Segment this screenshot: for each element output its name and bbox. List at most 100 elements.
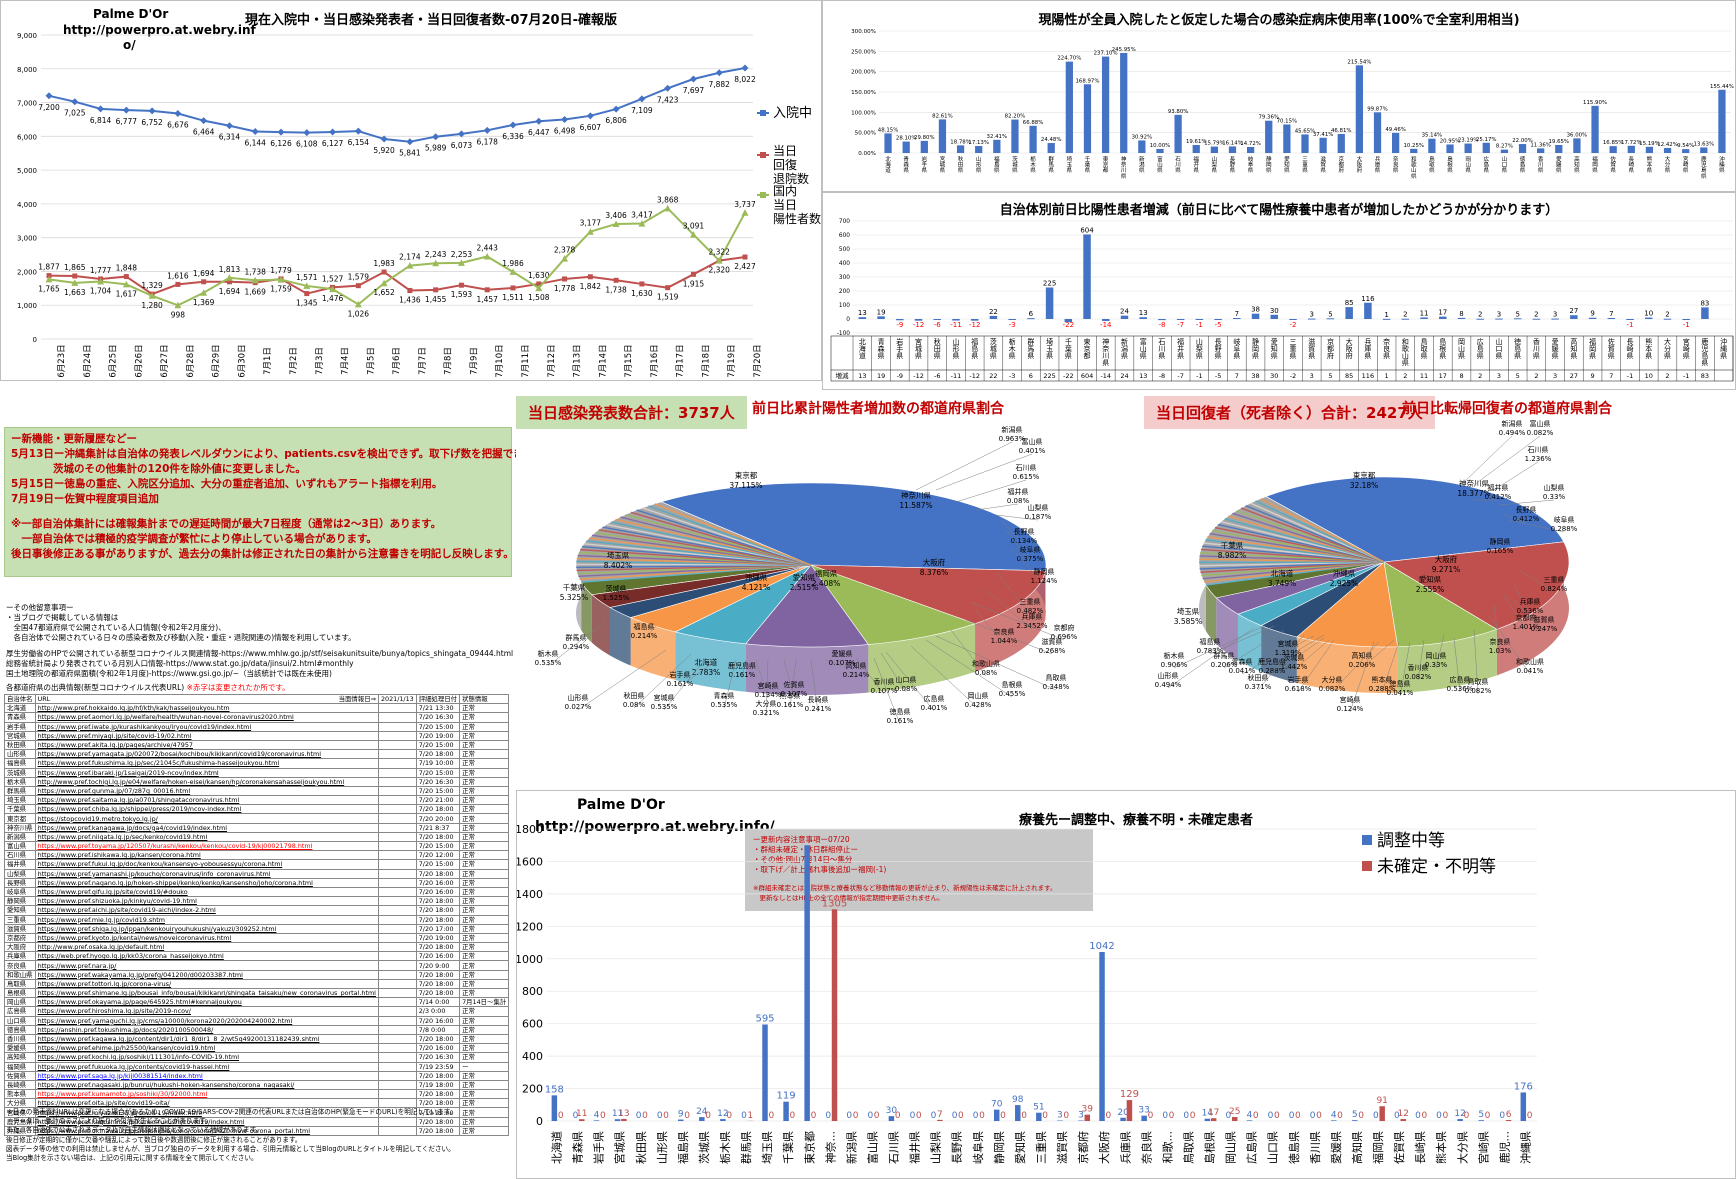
- x-tick-label: 長崎県: [1628, 156, 1634, 174]
- table-cell[interactable]: https://www.pref.ishikawa.lg.jp/kansen/c…: [34, 850, 379, 861]
- x-tick-label: 香川県: [1538, 155, 1544, 174]
- table-cell[interactable]: https://www.pref.fukuoka.lg.jp/contents/…: [34, 1061, 379, 1072]
- table-cell[interactable]: https://www.pref.miyagi.jp/site/covid-19…: [34, 730, 379, 741]
- pie-slice-value: 2.515%: [790, 583, 819, 592]
- table-value-cell: 2: [1534, 372, 1538, 380]
- table-cell[interactable]: https://www.pref.akita.lg.jp/pages/archi…: [34, 739, 379, 751]
- pie-small-value: 0.371%: [1245, 683, 1272, 691]
- table-cell[interactable]: https://www.pref.kagawa.lg.jp/content/di…: [34, 1033, 379, 1045]
- table-cell[interactable]: https://www.pref.toyama.jp/120507/kurash…: [34, 840, 379, 852]
- table-cell[interactable]: https://stopcovid19.metro.tokyo.lg.jp/: [34, 813, 379, 824]
- bar-value-label: 12: [717, 1109, 728, 1119]
- table-cell[interactable]: https://www.pref.gifu.lg.jp/site/covid19…: [34, 886, 379, 898]
- table-cell[interactable]: https://www.pref.shizuoka.jp/kinkyu/covi…: [34, 896, 379, 907]
- x-tick-label: 6月27日: [160, 344, 170, 377]
- data-label: 7,882: [708, 80, 730, 89]
- table-cell: 広島県: [4, 1006, 36, 1017]
- data-point: [225, 122, 233, 130]
- table-cell[interactable]: https://www.pref.nagasaki.jp/bunrui/huku…: [34, 1079, 379, 1091]
- pie-small-label: 佐賀県: [784, 680, 805, 689]
- table-cell[interactable]: https://www.pref.aichi.jp/site/covid19-a…: [34, 905, 379, 916]
- table-cell[interactable]: https://www.pref.okayama.jp/page/645925.…: [34, 997, 379, 1008]
- pie-small-label: 徳島県: [1390, 679, 1411, 688]
- table-value-cell: 11: [1420, 372, 1428, 380]
- bar-value-label: 28.10%: [896, 136, 917, 142]
- bar-value-label: 0: [1310, 1111, 1316, 1121]
- table-cell[interactable]: http://www.pref.osaka.lg.jp/default.html: [34, 942, 379, 953]
- bar: [1270, 314, 1279, 319]
- table-category-label: 茨城県: [990, 337, 997, 360]
- x-tick-label: 三重県: [1302, 156, 1308, 174]
- bar-value-label: 29.80%: [914, 135, 935, 141]
- table-cell[interactable]: https://www.pref.mie.lg.jp/covid19.shtm: [34, 914, 379, 925]
- data-label: 3,868: [657, 195, 679, 204]
- table-cell[interactable]: https://www.pref.nara.jp/: [34, 960, 379, 971]
- table-cell[interactable]: https://www.pref.saga.lg.jp/kiji00381514…: [34, 1070, 379, 1081]
- table-cell[interactable]: https://www.pref.fukushima.lg.jp/sec/210…: [34, 758, 379, 769]
- table-cell[interactable]: https://www.pref.kyoto.jp/kentai/news/no…: [34, 932, 379, 944]
- data-point: [200, 117, 208, 125]
- table-cell[interactable]: https://www.pref.gunma.jp/07/z87g_00016.…: [34, 785, 379, 797]
- table-cell[interactable]: https://www.pref.iwate.jp/kurashikankyou…: [34, 721, 379, 732]
- y-tick-label: 600: [522, 1018, 543, 1031]
- table-category-label: 北海道: [859, 338, 866, 360]
- table-row: 埼玉県 https://www.pref.saitama.lg.jp/a0701/…: [4, 795, 510, 806]
- table-cell[interactable]: https://www.pref.kumamoto.jp/soshiki/30/…: [34, 1089, 379, 1100]
- y-tick-label: 500: [839, 247, 850, 253]
- table-cell[interactable]: https://www.pref.chiba.lg.jp/shippei/pre…: [34, 804, 379, 815]
- table-cell[interactable]: https://www.pref.ibaraki.jp/1saigai/2019…: [34, 767, 379, 778]
- bar-value-label: 13: [618, 1109, 629, 1119]
- table-cell: 福岡県: [4, 1061, 36, 1072]
- table-cell[interactable]: https://www.pref.aomori.lg.jp/welfare/he…: [34, 712, 379, 723]
- table-cell: 7/20 18:00: [415, 1125, 461, 1137]
- table-cell: 兵庫県: [4, 951, 36, 962]
- table-cell[interactable]: http://www.pref.hokkaido.lg.jp/hf/kth/ka…: [34, 703, 379, 714]
- table-cell[interactable]: https://www.pref.shiga.lg.jp/ippan/kenko…: [34, 923, 379, 934]
- table-cell[interactable]: http://www.pref.tochigi.lg.jp/e04/welfar…: [34, 776, 379, 787]
- table-cell: 7/20 16:30: [415, 1052, 461, 1063]
- table-row: 茨城県 https://www.pref.ibaraki.jp/1saigai/2…: [4, 767, 510, 778]
- table-cell[interactable]: https://www.pref.saitama.lg.jp/a0701/shi…: [34, 795, 379, 806]
- table-cell: 埼玉県: [4, 795, 36, 806]
- table-cell[interactable]: https://www.pref.oita.jp/site/covid19-oi…: [34, 1098, 379, 1109]
- table-value-cell: 3: [1310, 372, 1314, 380]
- data-label: 1,280: [141, 301, 163, 310]
- bar-value-label: -1: [1683, 321, 1690, 329]
- table-cell[interactable]: https://www.pref.kanagawa.jp/docs/ga4/co…: [34, 822, 379, 833]
- table-cell[interactable]: https://www.pref.yamagata.jp/020072/bosa…: [34, 749, 379, 760]
- table-cell[interactable]: https://www.pref.yamaguchi.lg.jp/cms/a10…: [34, 1015, 379, 1026]
- pie-small-label: 宮崎県: [758, 681, 779, 690]
- table-cell[interactable]: https://www.pref.okinawa.lg.jp/site/chij…: [34, 1125, 379, 1137]
- table-cell[interactable]: https://anshin.pref.tokushima.jp/docs/20…: [34, 1024, 379, 1035]
- pie-small-label: 愛媛県: [832, 649, 853, 658]
- history-line: 5月15日ー徳島の重症、入院区分追加、大分の重症者追加、いずれもアラート指標を利…: [11, 478, 443, 490]
- table-cell[interactable]: https://www.pref.yamanashi.jp/koucho/cor…: [34, 868, 379, 879]
- table-cell[interactable]: https://www.pref.hiroshima.lg.jp/site/20…: [34, 1006, 379, 1017]
- table-cell[interactable]: https://www.pref.shimane.lg.jp/bousai_in…: [34, 987, 379, 999]
- bar: [1464, 143, 1472, 153]
- table-cell[interactable]: https://www.pref.nagano.lg.jp/hoken-ship…: [34, 877, 379, 888]
- data-point: [638, 95, 646, 103]
- table-cell[interactable]: https://www.pref.niigata.lg.jp/sec/kenko…: [34, 831, 379, 843]
- pie-slice-label: 埼玉県: [607, 550, 630, 560]
- data-point: [201, 279, 207, 285]
- table-cell[interactable]: https://www.pref.ehime.jp/h25500/kansen/…: [34, 1043, 379, 1054]
- data-point: [457, 259, 465, 266]
- bar: [1379, 1106, 1385, 1121]
- bar: [1645, 317, 1653, 319]
- table-cell: 愛知県: [4, 905, 36, 916]
- table-cell: 島根県: [4, 987, 36, 999]
- x-tick-label: 6月28日: [186, 344, 196, 377]
- table-cell: [377, 813, 417, 824]
- table-cell[interactable]: https://www.pref.fukui.lg.jp/doc/kenkou/…: [34, 859, 379, 870]
- x-tick-label: 7月4日: [341, 347, 351, 375]
- pie-small-label: 岡山県: [1426, 651, 1447, 660]
- table-cell[interactable]: https://web.pref.hyogo.lg.jp/kk03/corona…: [34, 951, 379, 962]
- table-category-label: 石川県: [1158, 338, 1165, 360]
- table-cell[interactable]: https://www.pref.tottori.lg.jp/corona-vi…: [34, 978, 379, 990]
- y-tick-label: 0: [846, 317, 850, 323]
- pie-small-label: 兵庫県: [1520, 597, 1541, 606]
- table-cell[interactable]: https://www.pref.kochi.lg.jp/soshiki/111…: [34, 1052, 379, 1063]
- table-cell[interactable]: https://www.pref.wakayama.lg.jp/prefg/04…: [34, 969, 379, 980]
- pie-slice-value: 32.18%: [1350, 481, 1379, 490]
